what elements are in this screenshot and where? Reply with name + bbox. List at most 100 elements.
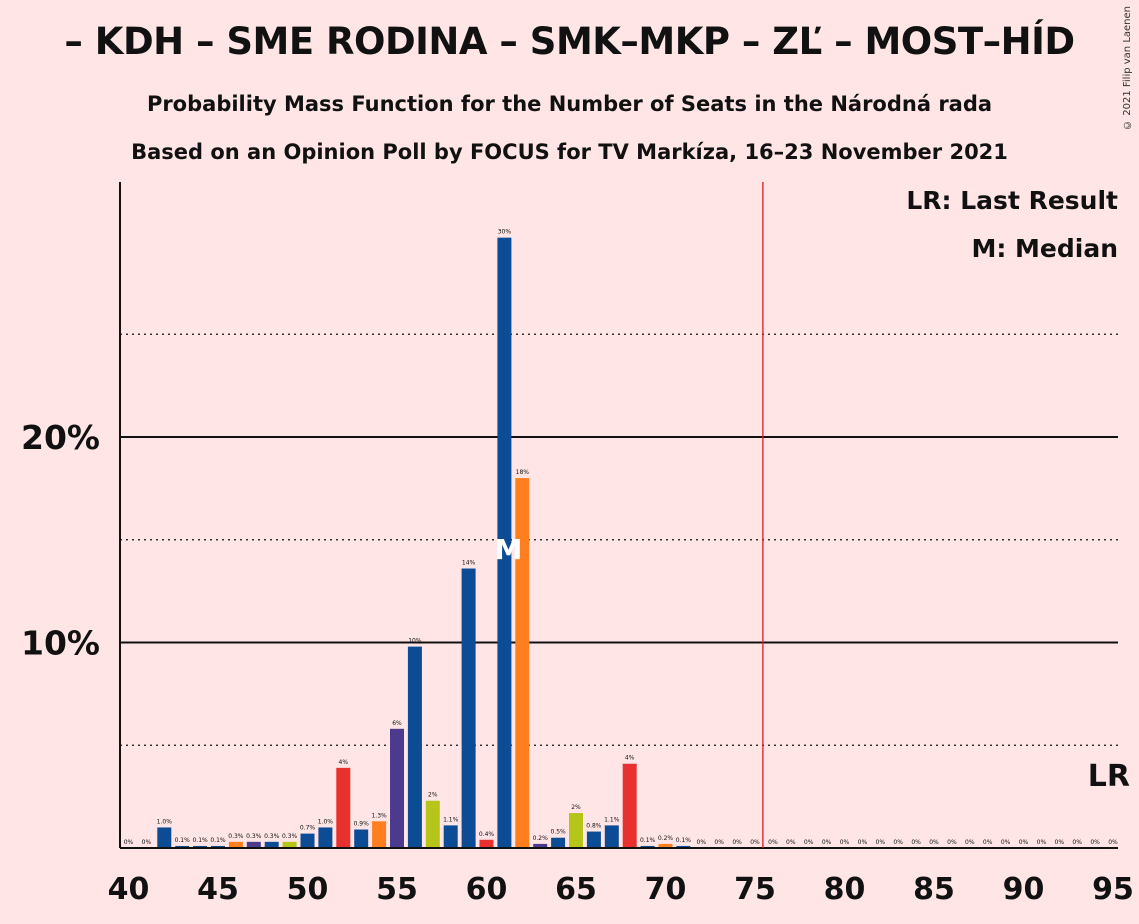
bar-label-seats-53: 0.9% <box>354 821 370 828</box>
bar-value-labels: 0% 0%1.0%0.1% 0.1% 0.1%0.3% 0.3% 0.3% 0.3%0.7%… <box>124 229 1118 846</box>
bar-label-seats-83: 0% <box>893 839 903 846</box>
bar-seats-55 <box>390 728 404 848</box>
bar-seats-64 <box>551 837 566 848</box>
bar-label-seats-84: 0% <box>911 839 921 846</box>
bar-label-seats-69: 0.1% <box>640 837 656 844</box>
x-tick-label-75: 75 <box>734 872 776 907</box>
bar-label-seats-91: 0% <box>1037 839 1047 846</box>
bar-seats-47 <box>246 841 261 848</box>
bar-seats-56 <box>407 646 422 848</box>
bar-label-seats-59: 14% <box>462 560 476 567</box>
bar-seats-60 <box>479 839 494 848</box>
bar-seats-68 <box>622 763 637 848</box>
bar-label-seats-61: 30% <box>498 229 512 236</box>
chart-subtitle: Probability Mass Function for the Number… <box>146 92 993 116</box>
bar-seats-67 <box>604 825 619 848</box>
bar-seats-69 <box>640 845 655 848</box>
x-tick-label-55: 55 <box>376 872 418 907</box>
legend-last-result: LR: Last Result <box>906 186 1118 215</box>
bar-label-seats-87: 0% <box>965 839 975 846</box>
y-tick-label-20: 20% <box>21 418 100 457</box>
bar-label-seats-47: 0.3% <box>246 833 262 840</box>
x-tick-label-85: 85 <box>913 872 955 907</box>
bar-label-seats-71: 0.1% <box>676 837 692 844</box>
x-tick-label-90: 90 <box>1003 872 1045 907</box>
bar-label-seats-63: 0.2% <box>533 835 549 842</box>
bar-label-seats-49: 0.3% <box>282 833 298 840</box>
bar-seats-50 <box>300 833 315 848</box>
bar-label-seats-48: 0.3% <box>264 833 280 840</box>
bar-label-seats-92: 0% <box>1055 839 1065 846</box>
grid-lines <box>120 333 1118 746</box>
bar-label-seats-44: 0.1% <box>192 837 208 844</box>
bar-label-seats-95: 0% <box>1108 839 1118 846</box>
x-tick-label-45: 45 <box>197 872 239 907</box>
bar-label-seats-77: 0% <box>786 839 796 846</box>
bar-label-seats-51: 1.0% <box>318 818 334 825</box>
x-tick-label-65: 65 <box>555 872 597 907</box>
bar-seats-58 <box>443 825 458 848</box>
bar-label-seats-88: 0% <box>983 839 993 846</box>
y-tick-label-10: 10% <box>21 624 100 663</box>
bar-label-seats-68: 4% <box>625 755 635 762</box>
bar-label-seats-52: 4% <box>339 759 349 766</box>
bar-seats-54 <box>372 821 387 848</box>
bar-seats-53 <box>354 829 369 848</box>
bar-label-seats-55: 6% <box>392 720 402 727</box>
bar-label-seats-42: 1.0% <box>157 818 173 825</box>
bar-seats-57 <box>425 800 440 848</box>
bar-seats-51 <box>318 827 333 848</box>
bar-seats-52 <box>336 767 351 848</box>
bar-seats-61 <box>497 237 512 849</box>
bar-label-seats-50: 0.7% <box>300 825 316 832</box>
legend-median: M: Median <box>971 234 1118 263</box>
bar-label-seats-93: 0% <box>1072 839 1082 846</box>
bar-label-seats-74: 0% <box>732 839 742 846</box>
bar-label-seats-64: 0.5% <box>550 829 566 836</box>
bar-label-seats-81: 0% <box>858 839 868 846</box>
bar-label-seats-82: 0% <box>876 839 886 846</box>
bar-label-seats-73: 0% <box>714 839 724 846</box>
bar-label-seats-70: 0.2% <box>658 835 674 842</box>
bar-label-seats-90: 0% <box>1019 839 1029 846</box>
x-tick-label-95: 95 <box>1092 872 1134 907</box>
bar-seats-44 <box>193 845 208 848</box>
chart-title: – KDH – SME RODINA – SMK–MKP – ZĽ – MOST… <box>64 20 1075 63</box>
bar-seats-48 <box>264 841 279 848</box>
bar-seats-45 <box>211 845 225 848</box>
annotations: LR M <box>494 182 1130 848</box>
bar-label-seats-57: 2% <box>428 792 438 799</box>
bar-label-seats-76: 0% <box>768 839 778 846</box>
bar-label-seats-89: 0% <box>1001 839 1011 846</box>
bar-label-seats-67: 1.1% <box>604 816 620 823</box>
bar-seats-66 <box>586 831 601 848</box>
bar-seats-59 <box>461 568 476 848</box>
x-tick-label-60: 60 <box>466 872 508 907</box>
bar-label-seats-65: 2% <box>571 804 581 811</box>
bar-label-seats-58: 1.1% <box>443 816 459 823</box>
bar-seats-71 <box>676 845 691 848</box>
bar-label-seats-62: 18% <box>516 469 530 476</box>
bar-label-seats-78: 0% <box>804 839 814 846</box>
bar-seats-42 <box>157 827 172 848</box>
bar-label-seats-94: 0% <box>1090 839 1100 846</box>
x-tick-label-50: 50 <box>287 872 329 907</box>
bar-series <box>157 237 691 849</box>
bar-label-seats-41: 0% <box>142 839 152 846</box>
axes: 40 45 50 55 60 65 70 75 80 85 90 95 10% 20% <box>21 182 1134 907</box>
bar-label-seats-56: 10% <box>408 638 422 645</box>
bar-label-seats-85: 0% <box>929 839 939 846</box>
bar-seats-70 <box>658 843 673 848</box>
chart-source: Based on an Opinion Poll by FOCUS for TV… <box>131 140 1008 164</box>
bar-label-seats-54: 1.3% <box>371 812 387 819</box>
bar-seats-62 <box>515 478 530 848</box>
bar-seats-65 <box>569 813 583 848</box>
bar-seats-46 <box>228 841 243 848</box>
last-result-marker: LR <box>1088 759 1130 794</box>
x-tick-label-70: 70 <box>645 872 687 907</box>
median-marker: M <box>494 533 522 566</box>
bar-label-seats-46: 0.3% <box>228 833 244 840</box>
bar-label-seats-60: 0.4% <box>479 831 495 838</box>
bar-seats-49 <box>282 841 297 848</box>
